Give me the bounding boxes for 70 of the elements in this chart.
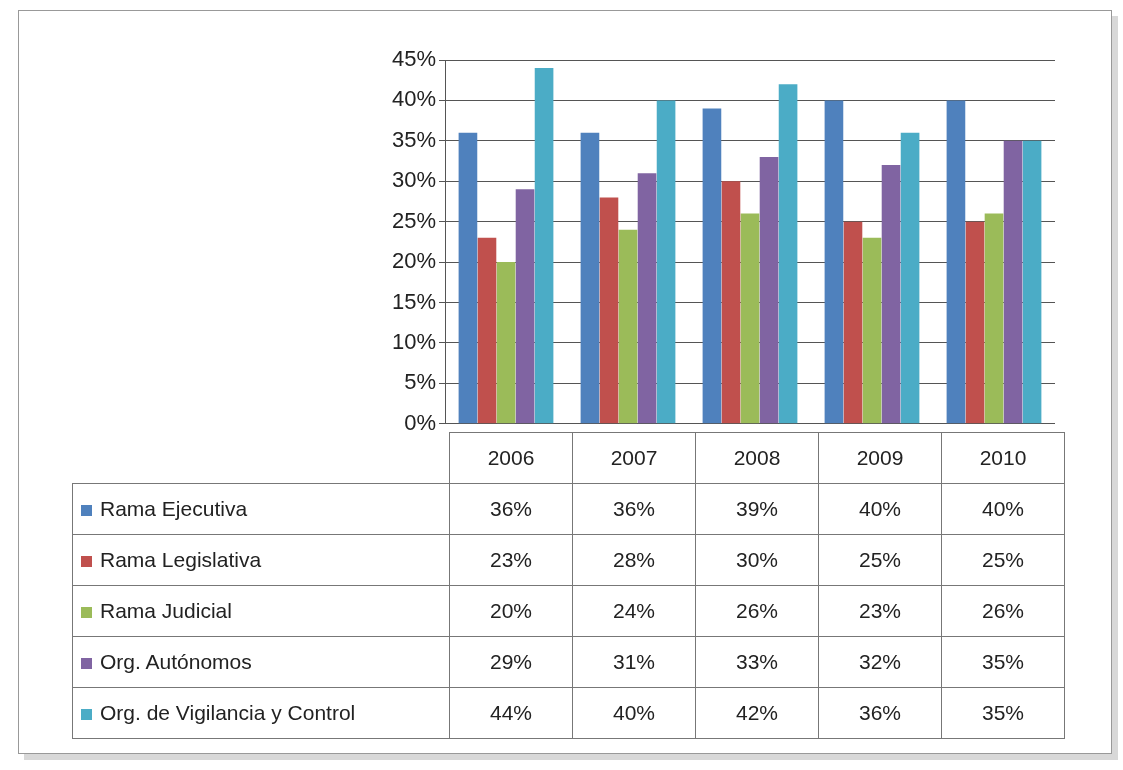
data-label: 39% <box>695 483 819 535</box>
data-label: 35% <box>941 636 1065 688</box>
bar <box>515 189 535 424</box>
y-tick-label: 10% <box>391 329 436 355</box>
bar <box>637 173 657 424</box>
y-tick-label: 30% <box>391 167 436 193</box>
data-label: 20% <box>449 585 573 637</box>
bar <box>965 221 985 424</box>
data-label: 25% <box>941 534 1065 586</box>
x-tick-label: 2009 <box>818 432 942 484</box>
bar <box>900 132 920 424</box>
data-label: 35% <box>941 687 1065 739</box>
data-label: 23% <box>818 585 942 637</box>
legend-label: Org. Autónomos <box>100 650 252 673</box>
bar <box>881 165 901 424</box>
y-tick-label: 40% <box>391 86 436 112</box>
bar <box>740 213 760 424</box>
bar <box>599 197 619 424</box>
bar <box>496 262 516 424</box>
bar <box>946 100 966 424</box>
y-tick-label: 20% <box>391 248 436 274</box>
data-label: 36% <box>818 687 942 739</box>
data-label: 42% <box>695 687 819 739</box>
data-label: 32% <box>818 636 942 688</box>
y-tick-label: 45% <box>391 46 436 72</box>
data-label: 30% <box>695 534 819 586</box>
y-tick-label: 25% <box>391 207 436 233</box>
legend-label: Rama Judicial <box>100 599 232 622</box>
y-tick-label: 5% <box>404 369 436 395</box>
data-label: 40% <box>941 483 1065 535</box>
bar <box>618 229 638 424</box>
y-tick-label: 15% <box>391 288 436 314</box>
bar <box>778 84 798 424</box>
data-label: 44% <box>449 687 573 739</box>
x-tick-label: 2007 <box>572 432 696 484</box>
y-tick-label: 0% <box>404 409 436 435</box>
x-tick-label: 2008 <box>695 432 819 484</box>
data-label: 23% <box>449 534 573 586</box>
x-tick-label: 2006 <box>449 432 573 484</box>
bar <box>759 157 779 424</box>
data-label: 25% <box>818 534 942 586</box>
data-label: 29% <box>449 636 573 688</box>
data-label: 40% <box>572 687 696 739</box>
bar <box>721 181 741 424</box>
bar <box>984 213 1004 424</box>
data-label: 40% <box>818 483 942 535</box>
data-label: 36% <box>449 483 573 535</box>
legend-label: Rama Legislativa <box>100 548 262 571</box>
bar <box>824 100 844 424</box>
data-label: 31% <box>572 636 696 688</box>
bar <box>1003 140 1023 424</box>
data-label: 33% <box>695 636 819 688</box>
data-label: 36% <box>572 483 696 535</box>
legend-label: Rama Ejecutiva <box>100 497 248 520</box>
data-label: 26% <box>695 585 819 637</box>
bar <box>458 132 478 424</box>
legend-label: Org. de Vigilancia y Control <box>100 701 356 724</box>
x-tick-label: 2010 <box>941 432 1065 484</box>
bar <box>580 132 600 424</box>
bar <box>843 221 863 424</box>
data-label: 24% <box>572 585 696 637</box>
bar <box>477 237 497 424</box>
bar <box>862 237 882 424</box>
data-label: 28% <box>572 534 696 586</box>
bar <box>702 108 722 424</box>
bar <box>1022 140 1042 424</box>
y-tick-label: 35% <box>391 126 436 152</box>
bar <box>656 100 676 424</box>
data-label: 26% <box>941 585 1065 637</box>
bar <box>534 68 554 424</box>
